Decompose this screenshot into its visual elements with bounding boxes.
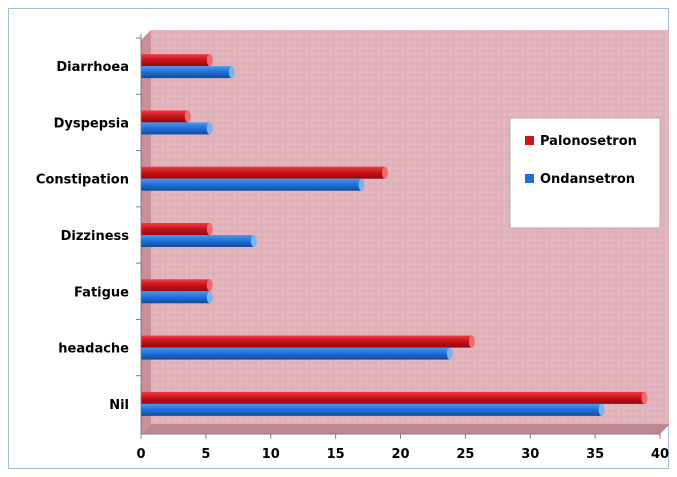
legend-box (509, 117, 661, 229)
bar-palonosetron-nil (141, 391, 648, 404)
y-tick-label: Dizziness (61, 229, 130, 244)
y-tick-label: Nil (109, 398, 129, 413)
legend: Palonosetron Ondansetron (509, 117, 661, 229)
y-tick-label: Diarrhoea (56, 60, 129, 75)
x-tick-label: 20 (391, 447, 409, 462)
x-tick-label: 0 (136, 447, 145, 462)
bar-palonosetron-constipation (141, 166, 388, 179)
x-tick-label: 35 (586, 447, 604, 462)
y-tick-label: headache (58, 342, 129, 357)
legend-label-palonosetron: Palonosetron (540, 134, 637, 149)
x-tick-label: 25 (456, 447, 474, 462)
y-tick-label: Dyspepsia (54, 116, 129, 131)
bar-ondansetron-headache (141, 347, 453, 360)
chart-frame: 0 5 10 15 20 25 30 35 40 Diarrhoea Dyspepsia Consti… (8, 8, 670, 469)
bar-ondansetron-nil (141, 403, 605, 416)
bar-ondansetron-constipation (141, 178, 365, 191)
y-tick-label: Fatigue (74, 285, 129, 300)
y-tick-label: Constipation (36, 173, 129, 188)
bar-palonosetron-dizziness (141, 223, 213, 235)
x-tick-label: 30 (521, 447, 539, 462)
bar-palonosetron-dyspepsia (141, 110, 191, 123)
x-tick-label: 40 (651, 447, 669, 462)
bar-ondansetron-fatigue (141, 291, 213, 304)
bar-ondansetron-diarrhoea (141, 66, 235, 79)
legend-swatch-palonosetron (525, 136, 534, 145)
bar-ondansetron-dyspepsia (141, 122, 213, 135)
legend-label-ondansetron: Ondansetron (540, 172, 635, 187)
bar-palonosetron-diarrhoea (141, 54, 213, 67)
plot-floor (141, 424, 670, 434)
bar-palonosetron-headache (141, 335, 475, 348)
x-tick-label: 10 (262, 447, 280, 462)
x-tick-label: 15 (327, 447, 345, 462)
bar-chart: 0 5 10 15 20 25 30 35 40 Diarrhoea Dyspepsia Consti… (8, 8, 670, 469)
x-tick-label: 5 (201, 447, 210, 462)
bar-palonosetron-fatigue (141, 279, 213, 292)
bar-ondansetron-dizziness (141, 235, 257, 247)
legend-swatch-ondansetron (525, 174, 534, 183)
